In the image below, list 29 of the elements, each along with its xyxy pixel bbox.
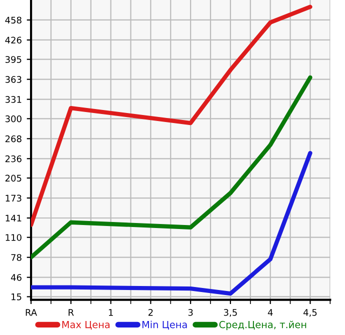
y-tick-label: 15 [12, 294, 22, 300]
legend-label: Max Цена [62, 321, 110, 330]
y-tick-label: 395 [5, 56, 22, 63]
x-tick-label: 4 [268, 309, 273, 316]
y-tick-label: 426 [5, 36, 22, 44]
y-tick-label: 458 [5, 16, 22, 24]
y-tick-label: 205 [5, 174, 22, 182]
y-tick-label: 110 [6, 234, 22, 241]
y-tick-label: 141 [6, 214, 22, 222]
y-tick-label: 300 [5, 115, 22, 122]
x-tick-label: RA [26, 309, 38, 316]
x-tick-label: 4,5 [303, 309, 317, 317]
x-tick-label: 3 [188, 309, 193, 316]
y-tick-label: 78 [11, 254, 22, 261]
y-tick-label: 236 [5, 155, 22, 162]
y-tick-label: 173 [6, 194, 22, 202]
legend-label: Min Цена [142, 320, 187, 330]
y-tick-label: 363 [5, 76, 22, 83]
x-tick-label: R [68, 309, 74, 316]
legend-label: Сред.Цена, т.йен [219, 320, 306, 330]
y-tick-label: 331 [5, 96, 22, 103]
line-series [31, 4, 312, 227]
line-series [31, 150, 312, 296]
y-tick-label: 268 [5, 135, 22, 142]
x-tick-label: 3,5 [224, 309, 237, 317]
y-tick-label: 46 [10, 274, 22, 281]
x-tick-label: 1 [108, 309, 113, 316]
line-series [31, 75, 312, 260]
x-tick-label: 2 [148, 309, 153, 316]
